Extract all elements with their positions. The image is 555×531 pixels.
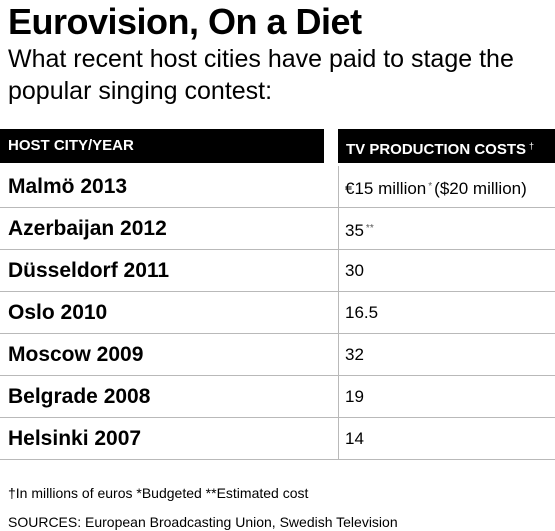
tv-cost-value: 30 [345, 261, 364, 280]
tv-cost-value: €15 million [345, 179, 427, 198]
host-city-cell: Moscow 2009 [8, 343, 144, 366]
table-row: Oslo 2010 16.5 [0, 292, 555, 334]
tv-cost-cell: 14 [345, 418, 364, 460]
host-city-cell: Malmö 2013 [8, 175, 128, 198]
tv-cost-cell: 30 [345, 250, 364, 292]
table-body: Malmö 2013 €15 million * ($20 million) Azerb… [0, 166, 555, 460]
footnote-mark: ** [365, 223, 374, 234]
column-divider [338, 292, 339, 334]
column-divider [338, 250, 339, 292]
column-divider [338, 418, 339, 460]
tv-cost-cell: 32 [345, 334, 364, 376]
footnote-mark: * [428, 181, 433, 192]
table-row: Helsinki 2007 14 [0, 418, 555, 460]
table-row: Azerbaijan 2012 35 ** [0, 208, 555, 250]
column-divider [338, 334, 339, 376]
tv-cost-cell: 19 [345, 376, 364, 418]
table-row: Belgrade 2008 19 [0, 376, 555, 418]
column-header-host-city-label: HOST CITY/YEAR [8, 137, 134, 154]
host-city-cell: Belgrade 2008 [8, 385, 151, 408]
host-city-cell: Düsseldorf 2011 [8, 259, 170, 282]
host-city-cell: Helsinki 2007 [8, 427, 142, 450]
tv-cost-cell: €15 million * ($20 million) [345, 166, 527, 210]
tv-cost-cell: 16.5 [345, 292, 378, 334]
host-city-cell: Azerbaijan 2012 [8, 217, 167, 240]
dagger-mark: † [529, 141, 535, 151]
tv-cost-cell: 35 ** [345, 208, 376, 252]
table-row: Moscow 2009 32 [0, 334, 555, 376]
column-divider [338, 376, 339, 418]
host-city-cell: Oslo 2010 [8, 301, 108, 324]
table-row: Düsseldorf 2011 30 [0, 250, 555, 292]
column-header-tv-costs-label: TV PRODUCTION COSTS [346, 141, 527, 158]
column-header-tv-costs: TV PRODUCTION COSTS † [338, 129, 555, 163]
column-divider [338, 208, 339, 250]
chart-subtitle: What recent host cities have paid to sta… [8, 45, 514, 105]
chart-title: Eurovision, On a Diet [8, 1, 362, 42]
sources-note: SOURCES: European Broadcasting Union, Sw… [8, 514, 398, 530]
tv-cost-value: 32 [345, 345, 364, 364]
column-header-host-city: HOST CITY/YEAR [0, 129, 324, 163]
tv-cost-value: 16.5 [345, 303, 379, 322]
tv-cost-value: 35 [345, 221, 364, 240]
tv-cost-value: 14 [345, 429, 364, 448]
table-row: Malmö 2013 €15 million * ($20 million) [0, 166, 555, 208]
tv-cost-value: 19 [345, 387, 364, 406]
column-divider [338, 166, 339, 208]
footnote: †In millions of euros *Budgeted **Estima… [8, 485, 309, 501]
tv-cost-usd: ($20 million) [434, 179, 527, 198]
